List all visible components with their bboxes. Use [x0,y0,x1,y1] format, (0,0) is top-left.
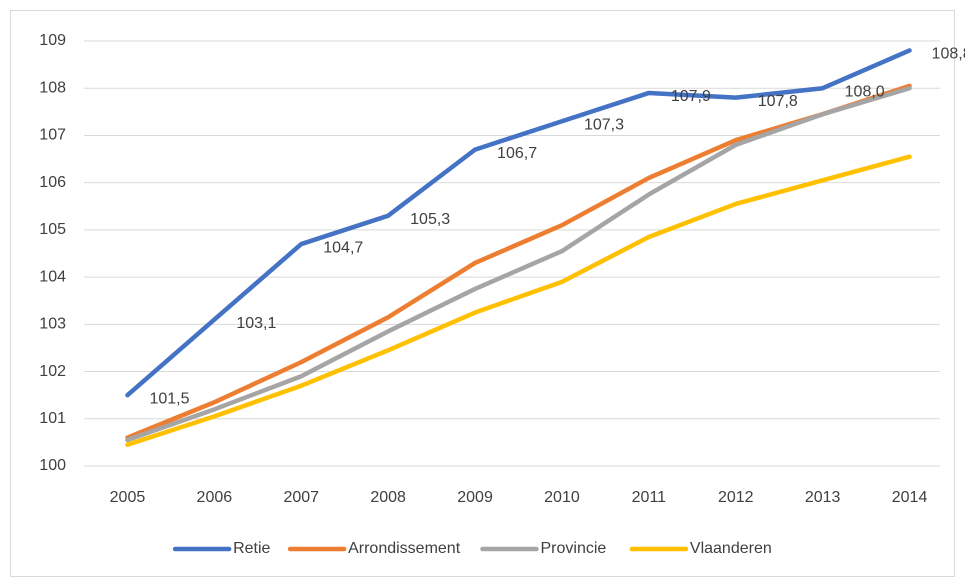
x-tick-label: 2005 [110,489,146,506]
chart-border [10,10,955,577]
y-tick-label: 100 [39,457,66,474]
x-tick-label: 2011 [632,489,667,506]
data-label: 103,1 [236,315,276,332]
y-tick-label: 101 [39,410,66,427]
x-tick-label: 2007 [283,489,319,506]
data-label: 106,7 [497,145,537,162]
y-tick-label: 106 [39,174,66,191]
y-tick-label: 103 [39,316,66,333]
data-label: 107,3 [584,116,624,133]
legend-label: Vlaanderen [690,540,772,557]
series-line [125,48,912,398]
data-label: 105,3 [410,211,450,228]
x-tick-label: 2006 [197,489,233,506]
x-tick-label: 2012 [718,489,754,506]
x-tick-label: 2008 [370,489,406,506]
data-label: 101,5 [149,390,189,407]
y-tick-label: 109 [39,32,66,49]
data-label: 107,8 [758,93,798,110]
y-tick-label: 105 [39,221,66,238]
x-tick-label: 2013 [805,489,841,506]
x-tick-label: 2014 [892,489,928,506]
series-line [125,154,912,447]
y-tick-label: 104 [39,268,66,285]
legend-label: Retie [233,540,270,557]
y-tick-label: 108 [39,79,66,96]
y-tick-label: 102 [39,363,66,380]
x-tick-label: 2009 [457,489,493,506]
data-label: 108,0 [845,83,885,100]
data-label: 107,9 [671,88,711,105]
legend-label: Provincie [541,540,607,557]
data-label: 108,8 [932,46,965,63]
legend-label: Arrondissement [348,540,461,557]
series-line [125,85,912,443]
x-tick-label: 2010 [544,489,580,506]
y-tick-label: 107 [39,127,66,144]
data-label: 104,7 [323,239,363,256]
